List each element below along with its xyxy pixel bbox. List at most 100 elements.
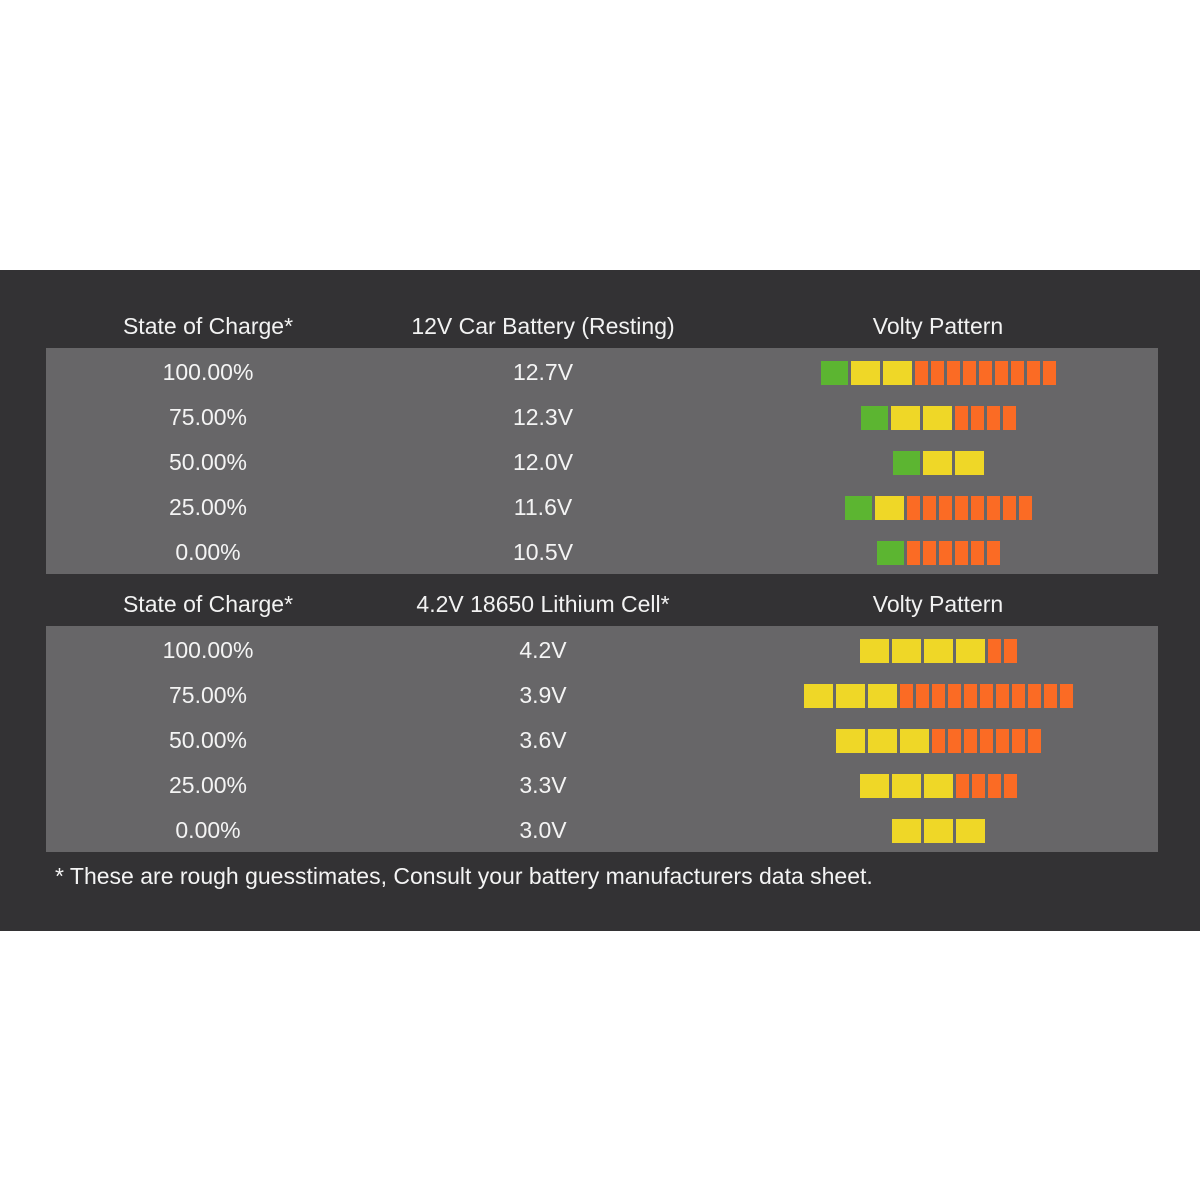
orange-led-segment: [1002, 405, 1016, 430]
orange-led-segment: [1027, 683, 1041, 708]
orange-led-segment: [922, 540, 936, 565]
voltage-value: 3.9V: [519, 682, 567, 708]
table-row: 100.00% 12.7V: [46, 350, 1158, 395]
soc-value: 0.00%: [175, 817, 241, 843]
footnote-disclaimer: * These are rough guesstimates, Consult …: [55, 863, 873, 889]
yellow-led-segment: [922, 450, 952, 475]
orange-led-segment: [1059, 683, 1073, 708]
orange-led-segment: [931, 728, 945, 753]
yellow-led-segment: [803, 683, 833, 708]
orange-led-segment: [906, 495, 920, 520]
orange-led-segment: [986, 540, 1000, 565]
voltage-value: 12.0V: [512, 449, 574, 475]
orange-led-segment: [954, 405, 968, 430]
header-voltage: 12V Car Battery (Resting): [411, 313, 675, 339]
yellow-led-segment: [867, 728, 897, 753]
soc-value: 100.00%: [162, 637, 254, 663]
soc-value: 100.00%: [162, 359, 254, 385]
table-row: 50.00% 3.6V: [46, 718, 1158, 763]
soc-value: 50.00%: [168, 449, 247, 475]
soc-value: 75.00%: [168, 682, 247, 708]
table-row: 50.00% 12.0V: [46, 440, 1158, 485]
orange-led-segment: [963, 728, 977, 753]
yellow-led-segment: [891, 773, 921, 798]
orange-led-segment: [899, 683, 913, 708]
yellow-led-segment: [835, 683, 865, 708]
table-body-car-battery: 100.00% 12.7V 75.00% 12.3V 50.00% 12.0V …: [46, 348, 1158, 574]
voltage-value: 3.0V: [519, 817, 567, 843]
voltage-value: 12.7V: [512, 359, 574, 385]
table-row: 75.00% 3.9V: [46, 673, 1158, 718]
volty-pattern: [718, 530, 1158, 575]
voltage-value: 12.3V: [512, 404, 574, 430]
orange-led-segment: [1043, 683, 1057, 708]
orange-led-segment: [1027, 728, 1041, 753]
table-row: 75.00% 12.3V: [46, 395, 1158, 440]
yellow-led-segment: [955, 638, 985, 663]
table-row: 100.00% 4.2V: [46, 628, 1158, 673]
green-led-segment: [876, 540, 904, 565]
orange-led-segment: [938, 495, 952, 520]
voltage-value: 4.2V: [519, 637, 567, 663]
orange-led-segment: [987, 638, 1001, 663]
orange-led-segment: [955, 773, 969, 798]
volty-pattern: [718, 440, 1158, 485]
orange-led-segment: [986, 495, 1000, 520]
volty-pattern: [718, 673, 1158, 718]
volty-pattern: [718, 763, 1158, 808]
orange-led-segment: [1003, 773, 1017, 798]
yellow-led-segment: [890, 405, 920, 430]
table-header-car-battery: State of Charge* 12V Car Battery (Restin…: [0, 306, 1200, 346]
yellow-led-segment: [835, 728, 865, 753]
green-led-segment: [892, 450, 920, 475]
orange-led-segment: [995, 683, 1009, 708]
orange-led-segment: [986, 405, 1000, 430]
orange-led-segment: [979, 683, 993, 708]
soc-value: 0.00%: [175, 539, 241, 565]
orange-led-segment: [978, 360, 992, 385]
orange-led-segment: [970, 495, 984, 520]
table-row: 25.00% 11.6V: [46, 485, 1158, 530]
orange-led-segment: [1002, 495, 1016, 520]
yellow-led-segment: [859, 773, 889, 798]
volty-pattern: [718, 808, 1158, 853]
orange-led-segment: [979, 728, 993, 753]
header-volty-pattern: Volty Pattern: [872, 313, 1004, 339]
orange-led-segment: [915, 683, 929, 708]
orange-led-segment: [963, 683, 977, 708]
volty-pattern: [718, 718, 1158, 763]
orange-led-segment: [1011, 728, 1025, 753]
orange-led-segment: [1026, 360, 1040, 385]
orange-led-segment: [922, 495, 936, 520]
soc-value: 25.00%: [168, 772, 247, 798]
yellow-led-segment: [955, 818, 985, 843]
green-led-segment: [860, 405, 888, 430]
orange-led-segment: [947, 728, 961, 753]
orange-led-segment: [962, 360, 976, 385]
volty-pattern: [718, 628, 1158, 673]
table-header-lithium-cell: State of Charge* 4.2V 18650 Lithium Cell…: [0, 584, 1200, 624]
green-led-segment: [820, 360, 848, 385]
yellow-led-segment: [954, 450, 984, 475]
orange-led-segment: [938, 540, 952, 565]
yellow-led-segment: [923, 638, 953, 663]
green-led-segment: [844, 495, 872, 520]
orange-led-segment: [1011, 683, 1025, 708]
yellow-led-segment: [899, 728, 929, 753]
orange-led-segment: [1003, 638, 1017, 663]
orange-led-segment: [930, 360, 944, 385]
orange-led-segment: [1018, 495, 1032, 520]
table-row: 25.00% 3.3V: [46, 763, 1158, 808]
header-state-of-charge: State of Charge*: [122, 313, 294, 339]
header-state-of-charge: State of Charge*: [122, 591, 294, 617]
volty-pattern: [718, 350, 1158, 395]
orange-led-segment: [1042, 360, 1056, 385]
volty-pattern: [718, 395, 1158, 440]
orange-led-segment: [954, 540, 968, 565]
soc-value: 25.00%: [168, 494, 247, 520]
voltage-value: 3.6V: [519, 727, 567, 753]
orange-led-segment: [947, 683, 961, 708]
header-voltage: 4.2V 18650 Lithium Cell*: [416, 591, 670, 617]
voltage-value: 3.3V: [519, 772, 567, 798]
table-row: 0.00% 10.5V: [46, 530, 1158, 575]
